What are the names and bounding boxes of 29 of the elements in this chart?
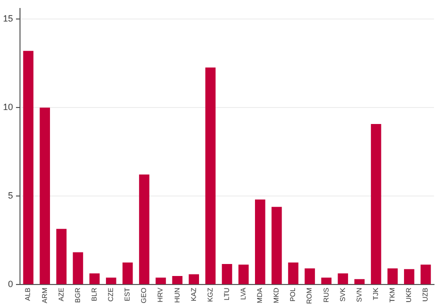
bar xyxy=(354,279,365,284)
bar xyxy=(139,174,150,284)
bar xyxy=(122,262,133,284)
bar xyxy=(23,50,34,284)
y-tick-label: 15 xyxy=(2,14,14,24)
bar xyxy=(89,273,100,284)
bar xyxy=(304,268,315,284)
y-tick-label: 10 xyxy=(2,102,14,112)
bar xyxy=(156,278,166,284)
bar xyxy=(106,278,116,284)
bar xyxy=(205,68,216,284)
bar xyxy=(272,206,282,284)
y-tick-label: 5 xyxy=(8,190,14,201)
bar xyxy=(222,264,232,284)
bar xyxy=(387,268,398,284)
bar xyxy=(321,278,332,284)
bar xyxy=(40,108,50,284)
y-tick-label: 0 xyxy=(8,279,14,290)
bar xyxy=(338,273,348,284)
bar xyxy=(56,228,67,284)
bar xyxy=(404,269,414,284)
bar xyxy=(370,124,382,284)
bar xyxy=(420,264,431,284)
bar xyxy=(172,276,182,284)
bar xyxy=(238,264,249,284)
bar xyxy=(72,252,84,284)
bar xyxy=(288,262,298,284)
bar xyxy=(188,274,200,284)
bar xyxy=(254,199,266,284)
